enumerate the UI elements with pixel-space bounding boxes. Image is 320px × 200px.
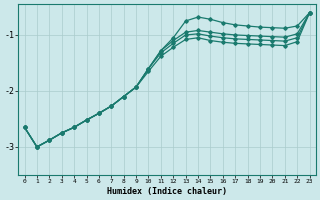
X-axis label: Humidex (Indice chaleur): Humidex (Indice chaleur) <box>107 187 227 196</box>
